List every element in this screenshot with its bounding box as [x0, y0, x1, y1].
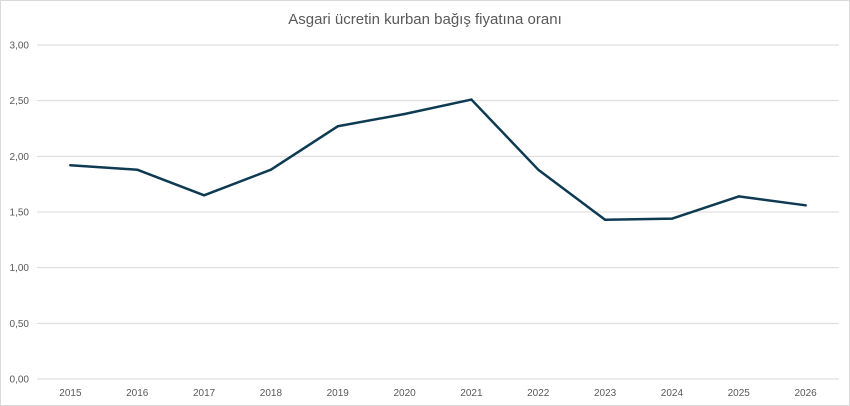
data-point [336, 125, 339, 128]
data-point [136, 168, 139, 171]
data-point [537, 168, 540, 171]
data-point [269, 168, 273, 171]
y-tick-label: 1,00 [10, 263, 30, 274]
data-point [470, 98, 473, 101]
y-tick-label: 2,50 [10, 96, 30, 107]
series-layer [69, 98, 807, 222]
x-tick-label: 2023 [594, 388, 617, 399]
data-point [670, 217, 674, 220]
y-tick-label: 3,00 [10, 41, 30, 52]
series-line [69, 98, 807, 222]
data-point [603, 218, 607, 221]
x-tick-label: 2020 [393, 388, 416, 399]
y-tick-label: 2,00 [10, 152, 30, 163]
data-point [69, 164, 72, 167]
data-point [403, 112, 406, 116]
x-tick-label: 2024 [661, 388, 684, 399]
x-tick-label: 2025 [728, 388, 751, 399]
x-tick-label: 2021 [460, 388, 483, 399]
data-point [202, 194, 206, 197]
data-point [804, 204, 807, 207]
x-tick-label: 2015 [59, 388, 82, 399]
y-tick-label: 0,50 [10, 319, 30, 330]
x-tick-label: 2019 [327, 388, 350, 399]
gridlines [37, 44, 839, 380]
x-tick-label: 2018 [260, 388, 283, 399]
x-tick-label: 2016 [126, 388, 149, 399]
data-point [737, 195, 740, 198]
x-tick-label: 2026 [794, 388, 817, 399]
chart-title: Asgari ücretin kurban bağış fiyatına ora… [288, 11, 562, 28]
x-tick-label: 2017 [193, 388, 216, 399]
x-tick-label: 2022 [527, 388, 550, 399]
y-tick-label: 0,00 [10, 375, 30, 386]
y-tick-label: 1,50 [10, 208, 30, 219]
x-axis-ticks: 2015 2016 2017 2018 2019 2020 2021 2022 2023 2024… [59, 388, 817, 399]
y-axis-ticks: 0,00 0,50 1,00 1,50 2,00 2,50 3,00 [10, 41, 30, 386]
